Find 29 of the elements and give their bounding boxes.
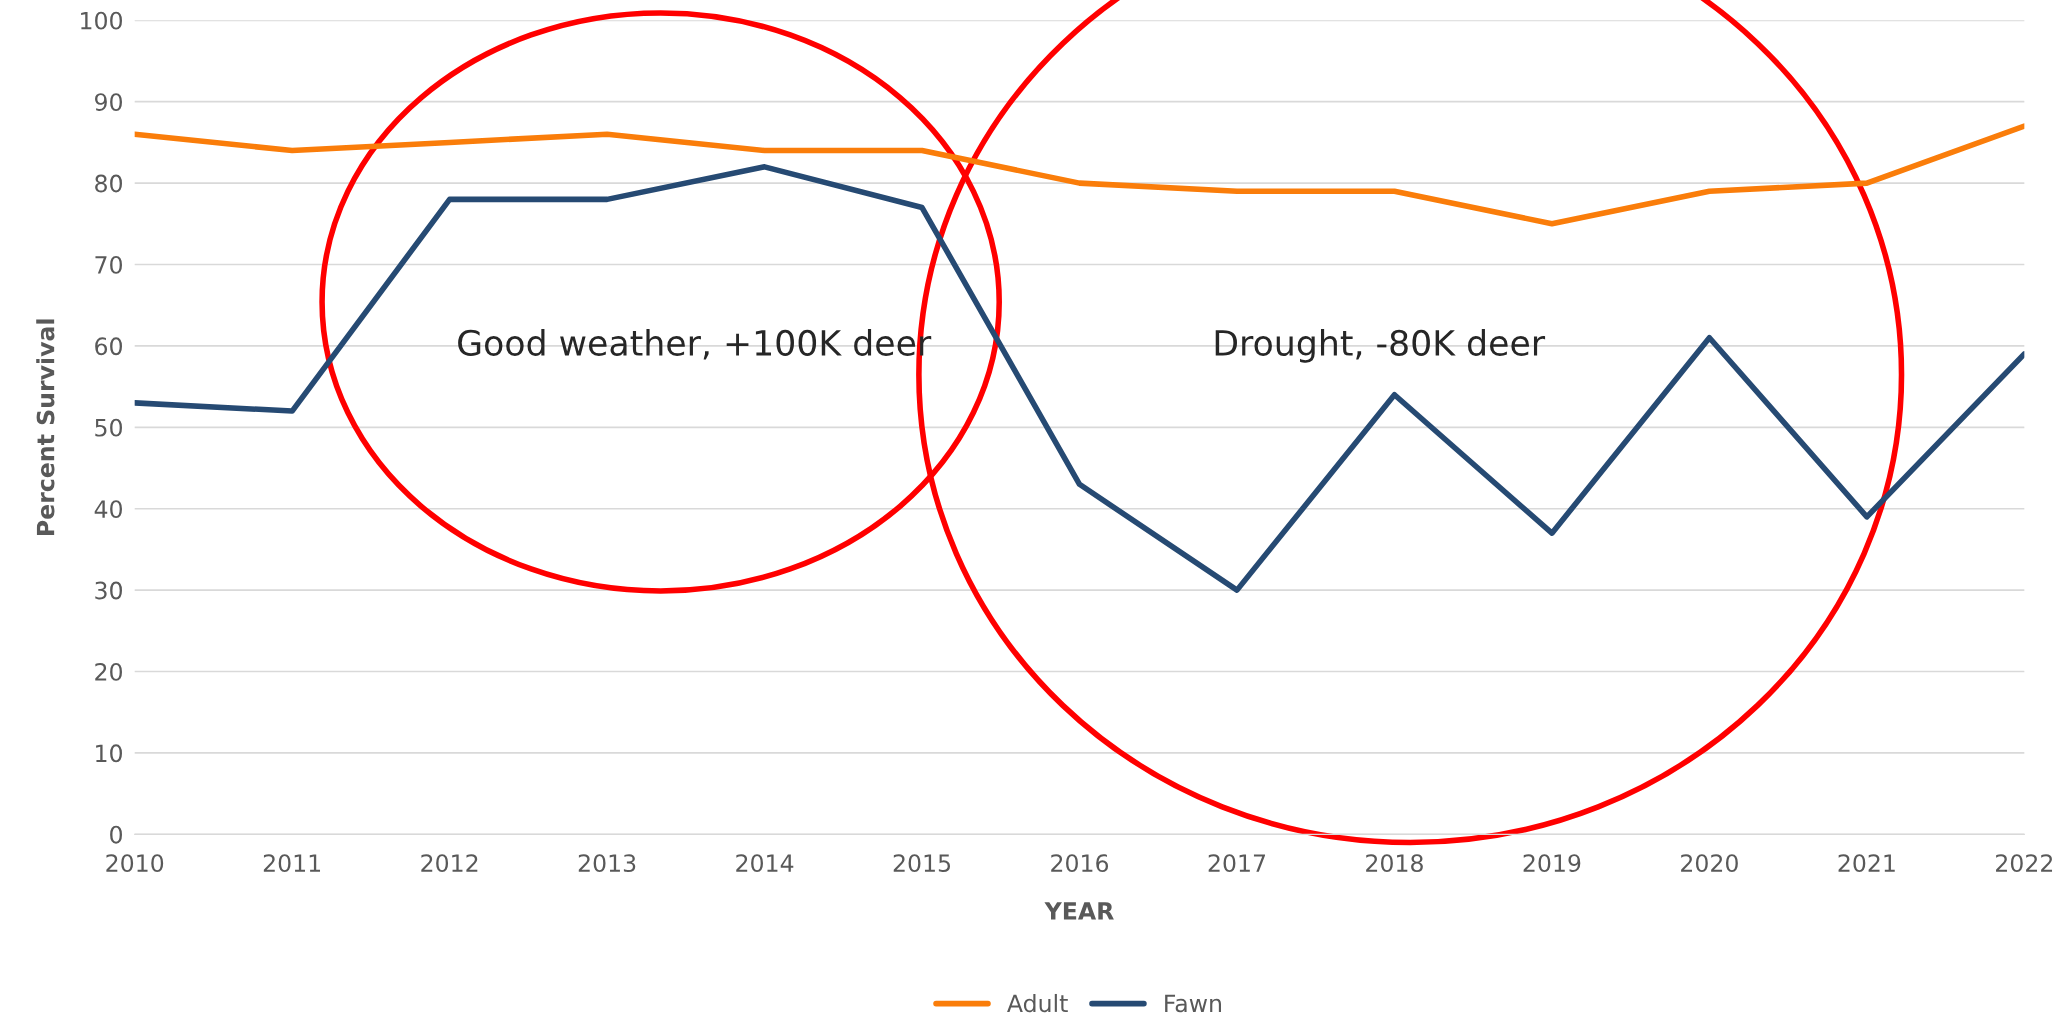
x-tick-label: 2016 (1051, 854, 1109, 873)
y-tick-label: 40 (94, 500, 122, 519)
x-tick-label: 2011 (263, 854, 321, 873)
x-tick-label: 2017 (1208, 854, 1266, 873)
x-tick-label: 2020 (1681, 854, 1738, 873)
x-tick-label: 2022 (1996, 854, 2053, 873)
legend-label: Adult (1007, 993, 1068, 1013)
x-tick-label: 2013 (578, 854, 636, 873)
x-tick-label: 2014 (736, 854, 794, 873)
y-tick-label: 60 (95, 337, 122, 356)
x-tick-label: 2015 (893, 854, 951, 873)
x-tick-label: 2019 (1523, 854, 1581, 873)
x-tick-label: 2010 (106, 854, 164, 873)
annotation: Drought, -80K deer (1215, 329, 1546, 363)
x-tick-label: 2021 (1838, 854, 1895, 873)
y-tick-label: 80 (95, 174, 122, 193)
y-tick-label: 100 (81, 11, 122, 30)
y-tick-label: 70 (95, 255, 122, 274)
y-tick-label: 50 (95, 418, 122, 437)
y-tick-label: 10 (96, 744, 122, 763)
legend-label: Fawn (1165, 994, 1221, 1013)
x-tick-label: 2012 (421, 854, 478, 873)
y-tick-label: 20 (95, 662, 122, 681)
x-axis-title: YEAR (1044, 902, 1114, 920)
y-tick-label: 30 (95, 581, 122, 600)
y-tick-label: 0 (110, 825, 122, 844)
y-tick-label: 90 (95, 93, 122, 112)
y-axis-title: Percent Survival (36, 319, 55, 535)
x-tick-label: 2018 (1366, 854, 1423, 873)
